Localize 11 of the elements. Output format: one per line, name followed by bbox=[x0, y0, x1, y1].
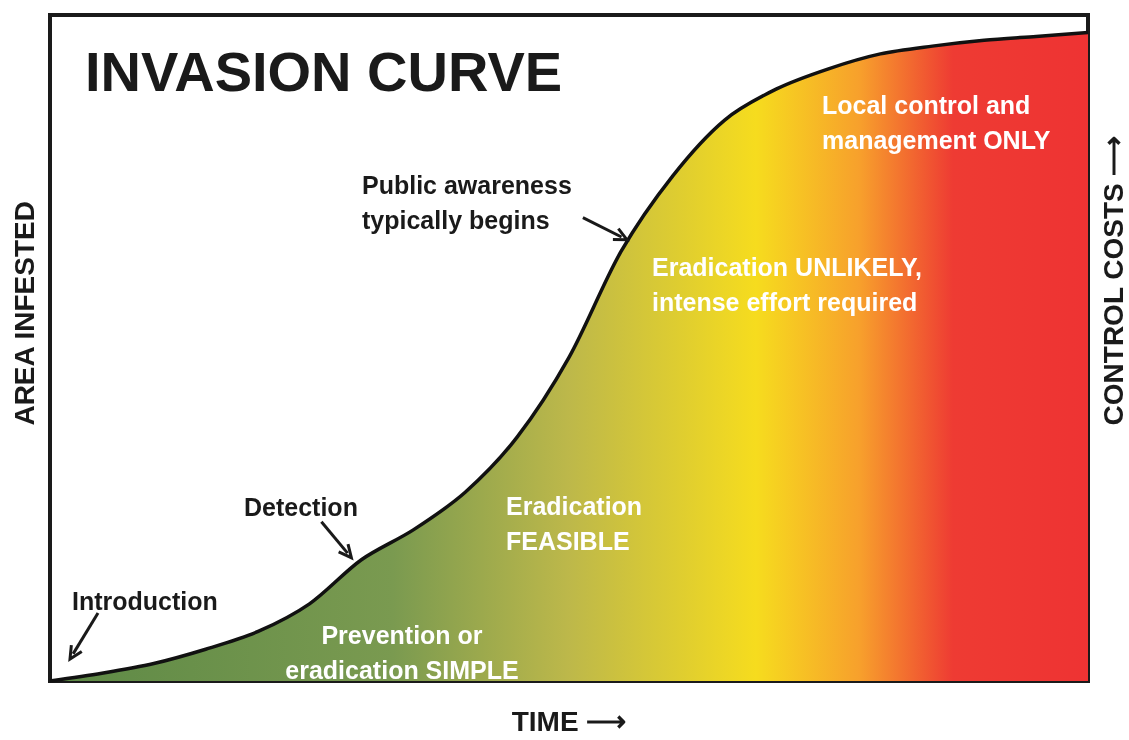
chart-title: INVASION CURVE bbox=[85, 39, 563, 103]
annotation: Introduction bbox=[72, 586, 219, 617]
y2-axis-title: CONTROL COSTS ⟶ bbox=[1097, 135, 1129, 426]
annotation: Detection bbox=[244, 492, 359, 523]
x-axis-title: TIME ⟶ bbox=[511, 705, 627, 737]
annotation: Eradication FEASIBLE bbox=[506, 491, 644, 557]
y-axis-title: AREA INFESTED bbox=[8, 201, 40, 426]
annotation: Eradication UNLIKELY, intense effort required bbox=[652, 252, 923, 318]
annotation: Public awareness typically begins bbox=[362, 170, 573, 236]
annotation: Prevention or eradication SIMPLE bbox=[284, 620, 520, 686]
annotation: Local control and management ONLY bbox=[822, 90, 1052, 156]
